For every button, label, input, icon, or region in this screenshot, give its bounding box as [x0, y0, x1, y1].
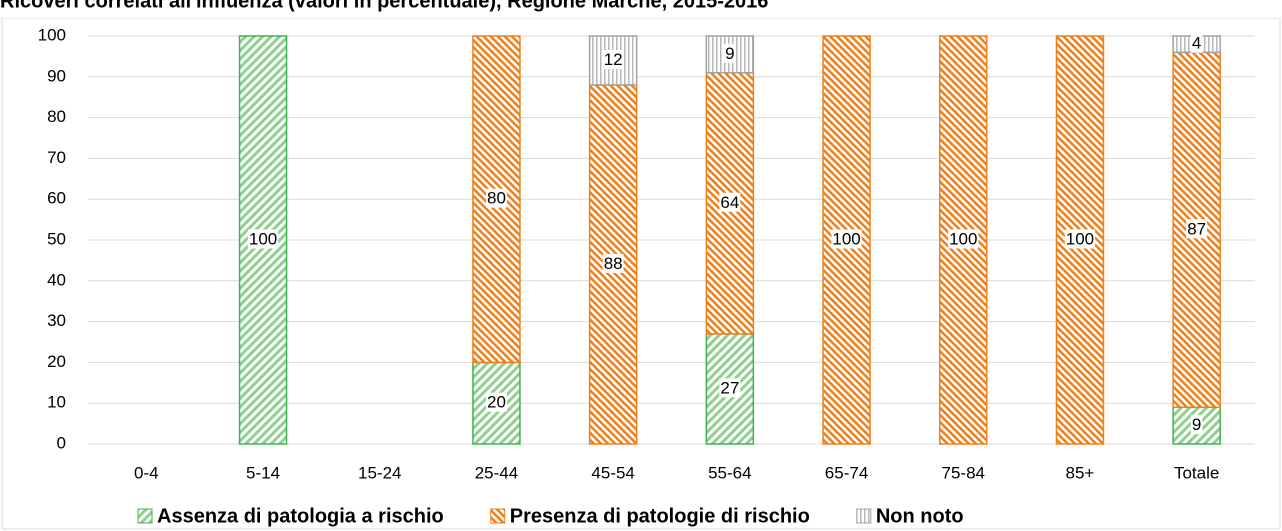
bar-segment [1055, 35, 1105, 445]
value-label: 100 [949, 229, 977, 248]
value-label-bg [602, 49, 624, 69]
x-tick-label: Totale [1174, 463, 1219, 482]
legend-label: Non noto [876, 505, 964, 527]
value-label: 87 [1187, 219, 1206, 238]
value-label: 4 [1192, 34, 1201, 53]
x-tick-label: 45-54 [591, 463, 634, 482]
value-label-bg [1190, 33, 1203, 53]
legend-swatch [490, 508, 506, 524]
value-label-bg [719, 378, 741, 398]
value-label-bg [724, 43, 736, 63]
value-label: 100 [832, 229, 860, 248]
value-label: 88 [604, 254, 623, 273]
y-tick-label: 0 [57, 433, 66, 452]
value-label-bg [602, 253, 624, 273]
title-band [0, 0, 1282, 18]
x-tick-label: 0-4 [134, 463, 159, 482]
y-tick-label: 50 [47, 229, 66, 248]
x-tick-label: 85+ [1066, 463, 1095, 482]
y-tick-label: 70 [47, 148, 66, 167]
value-label: 12 [604, 50, 623, 69]
value-label-bg [247, 229, 279, 249]
value-label-bg [485, 392, 507, 412]
y-tick-label: 100 [38, 25, 66, 44]
x-tick-label: 65-74 [825, 463, 868, 482]
x-tick-label: 5-14 [246, 463, 280, 482]
value-label: 20 [487, 393, 506, 412]
legend-swatch [137, 508, 153, 524]
value-label: 100 [1066, 229, 1094, 248]
value-label-bg [831, 229, 862, 249]
value-label-bg [948, 229, 979, 249]
y-tick-label: 20 [47, 352, 66, 371]
legend-label: Assenza di patologia a rischio [157, 505, 444, 527]
y-tick-label: 80 [47, 107, 66, 126]
value-label: 100 [249, 229, 277, 248]
y-tick-label: 40 [47, 270, 66, 289]
x-tick-label: 15-24 [358, 463, 401, 482]
value-label-bg [485, 188, 507, 208]
y-tick-label: 30 [47, 311, 66, 330]
y-tick-label: 90 [47, 66, 66, 85]
x-tick-label: 55-64 [708, 463, 751, 482]
chart-title: Ricoveri correlati all'influenza (valori… [0, 0, 768, 12]
y-tick-label: 60 [47, 189, 66, 208]
value-label: 27 [720, 378, 739, 397]
bar-segment [822, 35, 871, 445]
value-label-bg [719, 192, 741, 212]
x-tick-label: 75-84 [942, 463, 985, 482]
x-tick-label: 25-44 [475, 463, 518, 482]
value-label: 64 [720, 193, 739, 212]
value-label-bg [1186, 219, 1208, 239]
legend-label: Presenza di patologie di rischio [510, 505, 810, 527]
legend-swatch [856, 508, 872, 524]
y-tick-label: 10 [47, 393, 66, 412]
value-label-bg [1190, 415, 1203, 435]
value-label: 80 [487, 189, 506, 208]
value-label-bg [1064, 229, 1096, 249]
value-label: 9 [1192, 415, 1201, 434]
value-label: 9 [725, 44, 734, 63]
